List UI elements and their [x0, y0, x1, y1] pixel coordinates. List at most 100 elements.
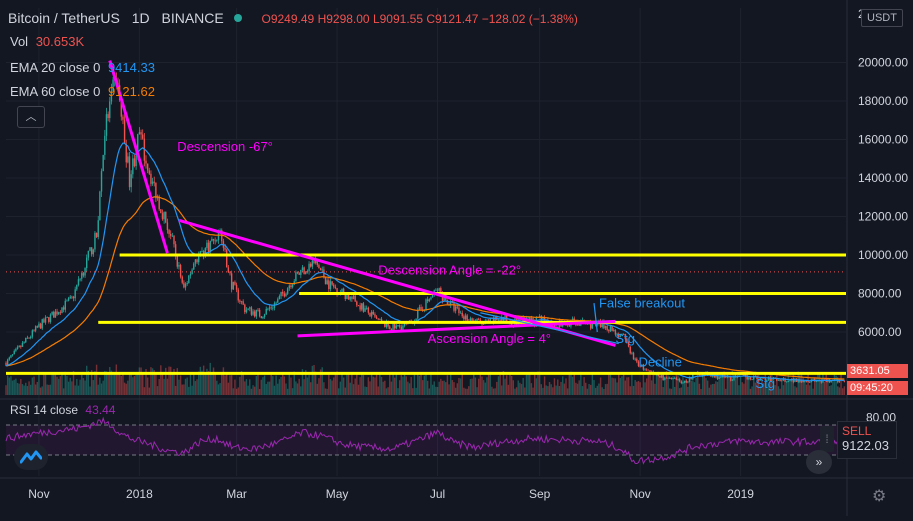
- volume-bar: [555, 385, 557, 395]
- legend-ema60[interactable]: EMA 60 close 0 9121.62: [10, 84, 159, 99]
- volume-bar: [557, 379, 559, 395]
- volume-bar: [115, 364, 118, 395]
- candle-body: [463, 316, 465, 320]
- currency-badge[interactable]: USDT: [861, 9, 903, 27]
- candle-body: [13, 350, 15, 355]
- tradingview-logo-icon[interactable]: [14, 444, 48, 470]
- candle-body: [94, 232, 96, 250]
- volume-bar: [81, 374, 83, 395]
- candle-body: [631, 352, 633, 354]
- candle-body: [105, 114, 108, 136]
- volume-bar: [507, 384, 510, 395]
- candle-body: [459, 312, 462, 314]
- volume-bar: [637, 380, 640, 395]
- candle-body: [318, 264, 320, 269]
- chevron-up-icon: ︿: [25, 111, 37, 123]
- volume-bar: [489, 371, 491, 395]
- legend-rsi[interactable]: RSI 14 close 43.44: [10, 403, 115, 417]
- candle-body: [815, 380, 818, 382]
- legend-ema20[interactable]: EMA 20 close 0 9414.33: [10, 60, 159, 75]
- candle-body: [30, 336, 32, 338]
- volume-bar: [484, 382, 486, 395]
- candle-body: [692, 373, 694, 380]
- sell-label[interactable]: SELL: [842, 424, 872, 438]
- settings-gear-icon[interactable]: ⚙: [872, 488, 887, 505]
- volume-bar: [667, 375, 669, 395]
- volume-bar: [738, 385, 740, 395]
- volume-bar: [364, 386, 366, 395]
- volume-bar: [326, 388, 328, 395]
- volume-bar: [715, 381, 717, 395]
- candle-body: [194, 259, 197, 264]
- volume-bar: [566, 388, 569, 395]
- volume-bar: [240, 371, 243, 395]
- candle-body: [20, 345, 22, 347]
- volume-bar: [38, 374, 40, 395]
- candle-body: [86, 257, 88, 269]
- volume-bar: [772, 378, 775, 395]
- drag-handle-icon[interactable]: ⁞: [820, 426, 834, 452]
- volume-bar: [777, 386, 780, 395]
- volume-bar: [262, 377, 264, 395]
- volume-bar: [512, 380, 514, 395]
- legend-volume[interactable]: Vol 30.653K: [10, 34, 88, 49]
- volume-bar: [664, 376, 666, 395]
- volume-bar: [370, 372, 373, 395]
- volume-bar: [380, 376, 383, 395]
- volume-bar: [631, 374, 633, 395]
- volume-bar: [843, 386, 846, 395]
- candle-body: [97, 220, 99, 237]
- volume-bar: [817, 372, 819, 395]
- candle-body: [370, 311, 373, 317]
- volume-bar: [232, 388, 234, 395]
- volume-bar: [682, 377, 684, 395]
- collapse-legend-button[interactable]: ︿: [17, 106, 45, 128]
- volume-bar: [583, 377, 585, 395]
- volume-bar: [278, 379, 281, 395]
- candle-body: [15, 348, 17, 351]
- volume-bar: [650, 380, 653, 395]
- volume-bar: [379, 373, 381, 395]
- candle-body: [478, 318, 480, 320]
- volume-bar: [678, 388, 681, 395]
- candle-body: [609, 325, 612, 332]
- volume-bar: [706, 380, 709, 395]
- candle-body: [685, 380, 687, 383]
- interval[interactable]: 1D: [131, 10, 150, 26]
- candle-body: [224, 247, 226, 250]
- volume-bar: [741, 382, 743, 395]
- symbol-name[interactable]: Bitcoin / TetherUS: [8, 10, 120, 26]
- volume-bar: [634, 380, 636, 395]
- sell-widget[interactable]: SELL 9122.03: [837, 421, 897, 459]
- candle-body: [100, 171, 103, 192]
- volume-bar: [354, 378, 356, 395]
- volume-bar: [515, 387, 518, 395]
- scroll-to-realtime-button[interactable]: »: [806, 450, 832, 474]
- candle-body: [56, 311, 58, 315]
- candle-body: [389, 326, 391, 329]
- volume-bar: [430, 374, 432, 395]
- candle-body: [204, 248, 206, 256]
- volume-bar: [352, 384, 355, 395]
- candle-body: [229, 272, 231, 274]
- volume-bar: [318, 378, 320, 395]
- volume-bar: [23, 385, 25, 395]
- candle-body: [130, 174, 132, 188]
- volume-bar: [654, 383, 656, 395]
- volume-bar: [649, 373, 651, 395]
- volume-bar: [790, 381, 793, 395]
- candle-body: [417, 309, 419, 319]
- volume-bar: [145, 369, 147, 395]
- candle-body: [807, 381, 809, 383]
- volume-bar: [522, 377, 524, 395]
- candle-body: [127, 156, 129, 163]
- candle-body: [31, 330, 34, 337]
- candle-body: [700, 375, 702, 376]
- volume-bar: [89, 386, 91, 395]
- volume-bar: [374, 377, 376, 395]
- volume-bar: [249, 379, 251, 395]
- volume-bar: [311, 365, 314, 395]
- volume-bar: [11, 380, 14, 395]
